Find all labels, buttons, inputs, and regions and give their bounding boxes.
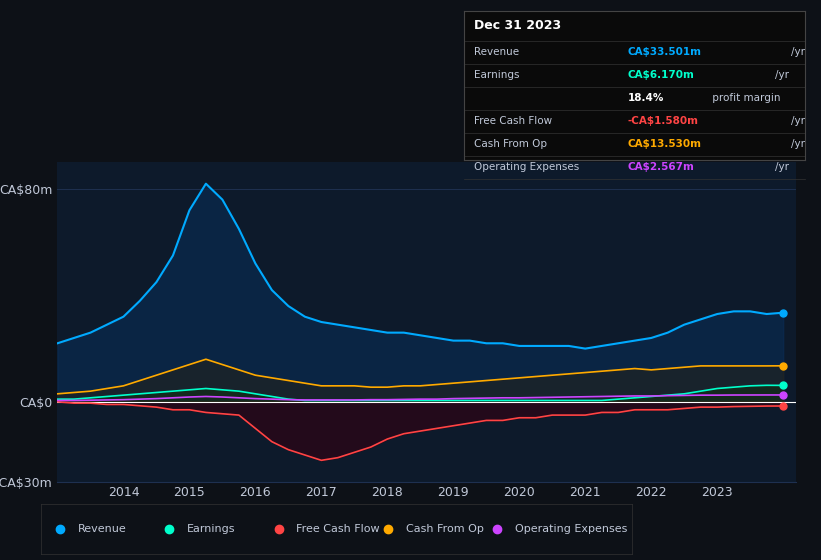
Text: CA$33.501m: CA$33.501m <box>627 48 701 57</box>
Text: Revenue: Revenue <box>78 524 126 534</box>
Text: Earnings: Earnings <box>187 524 236 534</box>
Text: profit margin: profit margin <box>709 94 781 104</box>
Text: Cash From Op: Cash From Op <box>406 524 484 534</box>
Text: Free Cash Flow: Free Cash Flow <box>474 116 553 127</box>
Text: Free Cash Flow: Free Cash Flow <box>296 524 380 534</box>
Text: Operating Expenses: Operating Expenses <box>474 162 580 172</box>
Text: /yr: /yr <box>791 139 805 150</box>
Text: Dec 31 2023: Dec 31 2023 <box>474 18 562 31</box>
Text: /yr: /yr <box>774 71 789 81</box>
Text: Earnings: Earnings <box>474 71 520 81</box>
Text: /yr: /yr <box>791 48 805 57</box>
Text: /yr: /yr <box>774 162 789 172</box>
Text: Revenue: Revenue <box>474 48 519 57</box>
Text: /yr: /yr <box>791 116 805 127</box>
Text: CA$2.567m: CA$2.567m <box>627 162 695 172</box>
Text: Cash From Op: Cash From Op <box>474 139 547 150</box>
Text: -CA$1.580m: -CA$1.580m <box>627 116 699 127</box>
Text: 18.4%: 18.4% <box>627 94 664 104</box>
Text: CA$6.170m: CA$6.170m <box>627 71 695 81</box>
Text: Operating Expenses: Operating Expenses <box>515 524 627 534</box>
Text: CA$13.530m: CA$13.530m <box>627 139 701 150</box>
